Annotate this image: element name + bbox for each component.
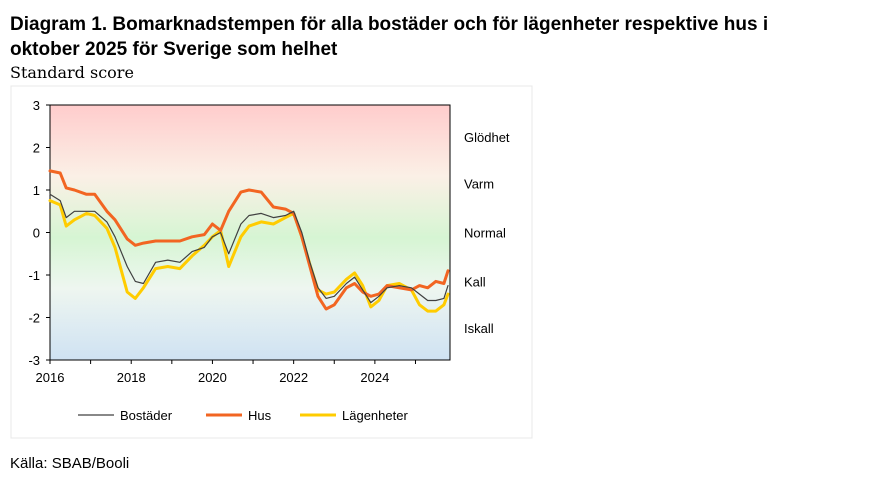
y-tick-label: -2 [28, 311, 40, 326]
chart-title-line-2: oktober 2025 för Sverige som helhet [10, 39, 338, 60]
zone-labels: Glödhet Varm Normal Kall Iskall [464, 130, 510, 336]
y-axis-label: Standard score [10, 63, 134, 82]
x-tick-label: 2018 [117, 370, 146, 385]
legend-label: Lägenheter [342, 408, 408, 423]
chart-title: Diagram 1. Bomarknadstempen för alla bos… [10, 12, 890, 62]
zone-label: Glödhet [464, 130, 510, 145]
x-tick-label: 2022 [279, 370, 308, 385]
y-tick-label: 1 [33, 183, 40, 198]
zone-label: Varm [464, 177, 494, 192]
x-ticks: 2016 2018 2020 2022 2024 [36, 360, 416, 385]
y-tick-label: 0 [33, 226, 40, 241]
legend-label: Bostäder [120, 408, 173, 423]
y-tick-label: -1 [28, 268, 40, 283]
series-line-bostader [49, 193, 449, 304]
x-tick-label: 2024 [360, 370, 389, 385]
legend-label: Hus [248, 408, 272, 423]
y-tick-label: -3 [28, 353, 40, 368]
y-ticks: 3 2 1 0 -1 -2 -3 [28, 98, 50, 368]
x-tick-label: 2016 [36, 370, 65, 385]
series-lines [48, 169, 450, 313]
zone-label: Iskall [464, 321, 494, 336]
x-tick-label: 2020 [198, 370, 227, 385]
y-tick-label: 2 [33, 141, 40, 156]
series-line-hus [48, 169, 450, 311]
zone-label: Normal [464, 226, 506, 241]
legend-item-lagenheter: Lägenheter [300, 408, 408, 423]
source-note: Källa: SBAB/Booli [10, 455, 130, 472]
zone-label: Kall [464, 274, 486, 289]
legend-item-hus: Hus [206, 408, 272, 423]
legend-item-bostader: Bostäder [78, 408, 173, 423]
legend: Bostäder Hus Lägenheter [78, 408, 408, 423]
chart-title-line-1: Diagram 1. Bomarknadstempen för alla bos… [10, 14, 769, 35]
y-tick-label: 3 [33, 98, 40, 113]
